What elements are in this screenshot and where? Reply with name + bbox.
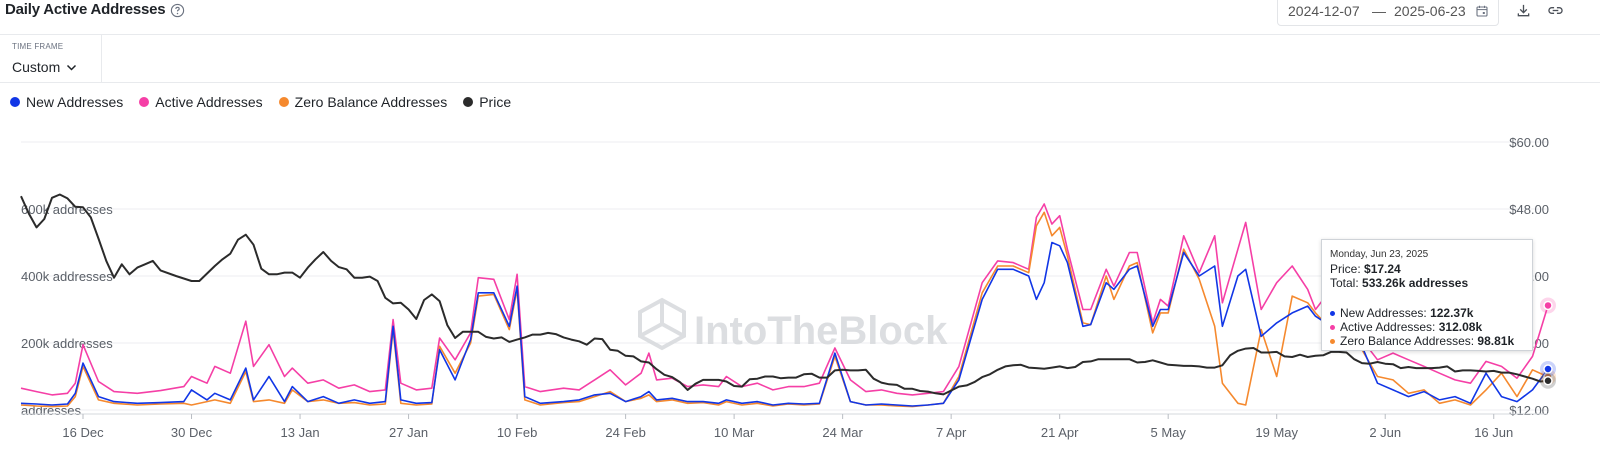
timeframe-value[interactable]: Custom: [12, 59, 61, 75]
chart-markers: [1540, 297, 1556, 389]
x-tick-label: 16 Dec: [62, 425, 104, 440]
series-line-price: [20, 193, 1549, 396]
date-end[interactable]: 2025-06-23: [1394, 3, 1466, 19]
chart-axes: $12.00$24.00$36.00$48.00$60.00addresses2…: [21, 135, 1549, 440]
x-tick-label: 19 May: [1255, 425, 1298, 440]
tooltip-dot: [1330, 324, 1335, 330]
x-tick-label: 7 Apr: [936, 425, 967, 440]
help-icon[interactable]: [170, 3, 185, 18]
legend-label: New Addresses: [26, 94, 124, 110]
title-bar: Daily Active Addresses 2024-12-07 — 2025…: [0, 0, 1600, 28]
tooltip-price: Price: $17.24: [1330, 262, 1401, 276]
y-right-tick-label: $48.00: [1509, 202, 1549, 217]
tooltip-total: Total: 533.26k addresses: [1330, 276, 1469, 290]
legend-item-new-addresses[interactable]: New Addresses: [10, 94, 123, 110]
y-right-tick-label: $60.00: [1509, 135, 1549, 150]
chart-title: Daily Active Addresses: [5, 1, 166, 18]
x-tick-label: 5 May: [1150, 425, 1186, 440]
timeframe-selector[interactable]: TIME FRAME Custom: [0, 34, 102, 82]
date-start[interactable]: 2024-12-07: [1288, 3, 1360, 19]
watermark-logo-icon: [638, 297, 686, 351]
x-tick-label: 10 Mar: [714, 425, 755, 440]
chevron-down-icon[interactable]: [66, 63, 77, 72]
y-left-tick-label: 400k addresses: [21, 269, 113, 284]
tooltip-row-zero-balance-addresses: Zero Balance Addresses: 98.81k: [1330, 334, 1514, 348]
legend-item-price[interactable]: Price: [463, 94, 511, 110]
x-tick-label: 24 Mar: [822, 425, 863, 440]
marker-new-addresses: [1543, 364, 1553, 374]
link-icon[interactable]: [1547, 3, 1564, 18]
legend-dot: [139, 97, 150, 107]
x-tick-label: 10 Feb: [497, 425, 537, 440]
chart-series: [20, 193, 1549, 408]
legend-dot: [10, 97, 20, 107]
legend-dot: [463, 97, 474, 107]
x-tick-label: 16 Jun: [1474, 425, 1513, 440]
watermark: IntoTheBlock: [638, 297, 948, 353]
watermark-text: IntoTheBlock: [694, 309, 948, 353]
x-tick-label: 30 Dec: [171, 425, 213, 440]
legend-dot: [278, 97, 289, 107]
legend-label: Zero Balance Addresses: [294, 94, 448, 110]
x-tick-label: 13 Jan: [281, 425, 320, 440]
y-left-tick-label: 200k addresses: [21, 336, 113, 351]
tooltip-date: Monday, Jun 23, 2025: [1330, 249, 1429, 260]
series-line-new-addresses: [20, 241, 1549, 407]
chart-legend: New Addresses Active Addresses Zero Bala…: [10, 93, 527, 111]
divider: [0, 34, 1600, 35]
date-separator: —: [1372, 3, 1386, 19]
legend-label: Price: [479, 94, 512, 110]
x-tick-label: 21 Apr: [1041, 425, 1079, 440]
legend-item-zero-balance-addresses[interactable]: Zero Balance Addresses: [278, 94, 448, 110]
legend-item-active-addresses[interactable]: Active Addresses: [139, 94, 263, 110]
series-line-active-addresses: [20, 203, 1549, 396]
y-right-tick-label: $12.00: [1509, 403, 1549, 418]
download-icon[interactable]: [1516, 3, 1531, 18]
tooltip-row-active-addresses: Active Addresses: 312.08k: [1330, 320, 1482, 334]
date-range-picker[interactable]: 2024-12-07 — 2025-06-23: [1277, 0, 1499, 26]
marker-active-addresses: [1543, 300, 1553, 311]
marker-price: [1543, 375, 1553, 386]
chart-grid: [21, 141, 1548, 411]
x-tick-label: 27 Jan: [389, 425, 428, 440]
chart-area[interactable]: IntoTheBlock $12.00$24.00$36.00$48.00$60…: [0, 120, 1600, 461]
x-tick-label: 2 Jun: [1369, 425, 1401, 440]
timeframe-label: TIME FRAME: [12, 42, 64, 51]
y-left-tick-label: 600k addresses: [21, 202, 113, 217]
tooltip-row-new-addresses: New Addresses: 122.37k: [1330, 306, 1473, 320]
legend-label: Active Addresses: [155, 94, 263, 110]
tooltip-dot: [1330, 310, 1335, 316]
calendar-icon[interactable]: [1476, 5, 1488, 17]
chart-tooltip: Monday, Jun 23, 2025 Price: $17.24 Total…: [1321, 239, 1533, 351]
x-tick-label: 24 Feb: [605, 425, 645, 440]
divider: [0, 82, 1600, 83]
tooltip-dot: [1330, 338, 1335, 344]
